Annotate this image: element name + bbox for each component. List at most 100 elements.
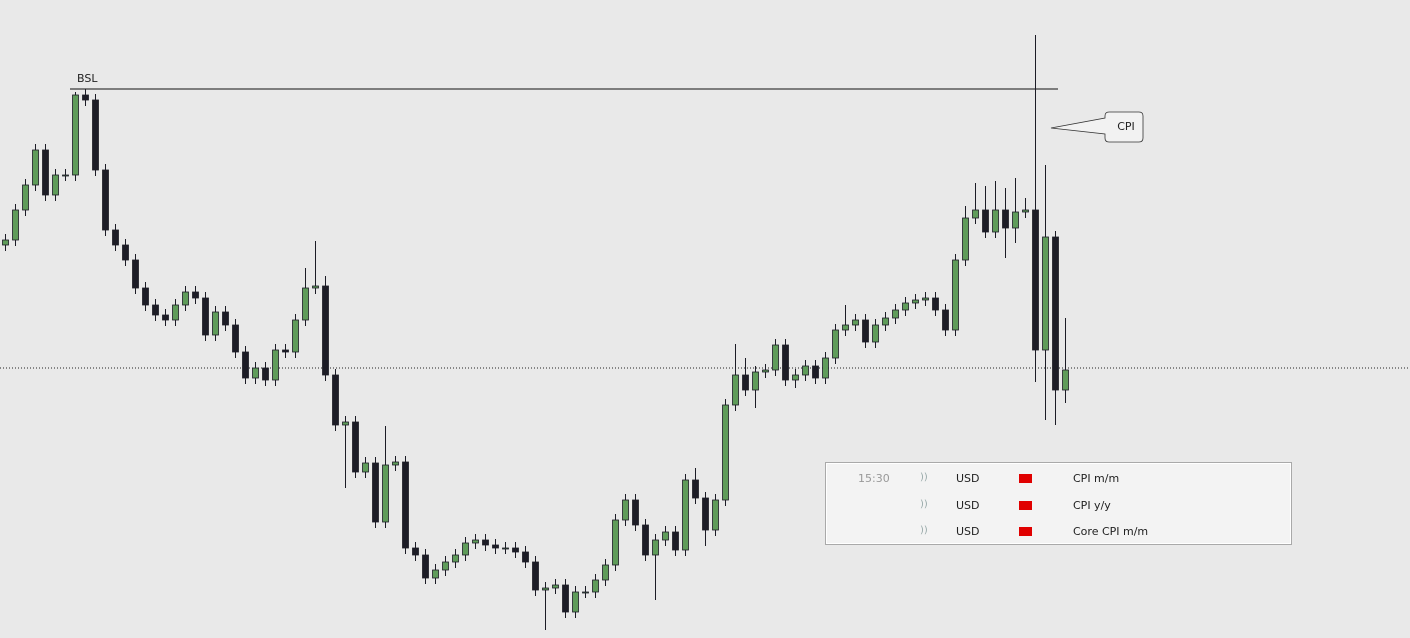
candle-body xyxy=(112,229,119,246)
event-currency: USD xyxy=(956,472,980,485)
candle-body xyxy=(792,374,799,381)
candle-body xyxy=(262,367,269,381)
candle-body xyxy=(242,351,249,379)
candle-body xyxy=(222,311,229,326)
candle-body xyxy=(312,285,319,289)
event-currency: USD xyxy=(956,498,980,512)
candle-body xyxy=(572,591,579,613)
candle-body xyxy=(872,324,879,343)
candle-body xyxy=(852,319,859,326)
candle-body xyxy=(552,584,559,589)
candle-body xyxy=(812,365,819,379)
candle-body xyxy=(232,324,239,353)
candle-body xyxy=(42,149,49,196)
candle-body xyxy=(142,287,149,306)
candle-body xyxy=(132,259,139,289)
candle-body xyxy=(562,584,569,613)
candle-body xyxy=(462,542,469,556)
candle-body xyxy=(22,184,29,211)
candle-body xyxy=(492,544,499,549)
candle-body xyxy=(122,244,129,261)
candle-body xyxy=(332,374,339,426)
candle-body xyxy=(382,464,389,523)
candle-body xyxy=(202,297,209,336)
candle-body xyxy=(722,404,729,501)
candle-body xyxy=(822,357,829,379)
candle-body xyxy=(402,461,409,549)
candle-body xyxy=(642,524,649,556)
callout-bubble xyxy=(1050,111,1144,143)
candle-body xyxy=(922,297,929,301)
candle-body xyxy=(32,149,39,186)
candle-body xyxy=(932,297,939,311)
event-name: CPI m/m xyxy=(1073,472,1120,485)
callout: CPI xyxy=(1050,111,1144,143)
candle-body xyxy=(1022,209,1029,213)
candle-body xyxy=(782,344,789,381)
candle-body xyxy=(732,374,739,406)
candle-body xyxy=(982,209,989,233)
candle-body xyxy=(152,304,159,316)
candle-body xyxy=(62,174,69,177)
candle-body xyxy=(1062,369,1069,391)
event-name: Core CPI m/m xyxy=(1073,525,1149,538)
candle-body xyxy=(772,344,779,371)
candle-body xyxy=(912,299,919,304)
candle-body xyxy=(892,309,899,319)
candle-body xyxy=(182,291,189,306)
candle-body xyxy=(582,591,589,594)
candle-body xyxy=(602,564,609,581)
candle-body xyxy=(622,499,629,521)
candle-body xyxy=(272,349,279,381)
candle-body xyxy=(652,539,659,556)
candle-body xyxy=(442,561,449,571)
candle-body xyxy=(1002,209,1009,229)
candle-body xyxy=(802,365,809,376)
candle-body xyxy=(2,239,9,246)
candle-body xyxy=(452,554,459,563)
candle-body xyxy=(302,287,309,321)
level-label: BSL xyxy=(77,72,98,85)
candle-body xyxy=(672,531,679,551)
candle-body xyxy=(432,569,439,579)
candle-body xyxy=(342,421,349,426)
candle-body xyxy=(352,421,359,473)
candle-body xyxy=(542,587,549,591)
candle-body xyxy=(292,319,299,353)
candle-body xyxy=(212,311,219,336)
candle-body xyxy=(512,547,519,553)
candle-body xyxy=(422,554,429,579)
candle-body xyxy=(762,369,769,373)
candle-body xyxy=(532,561,539,591)
candle-body xyxy=(1042,236,1049,351)
candle-body xyxy=(472,539,479,544)
candle-body xyxy=(1052,236,1059,391)
sound-icon: )) xyxy=(920,498,928,510)
candle-body xyxy=(712,499,719,531)
candle-body xyxy=(742,374,749,391)
candle-body xyxy=(1012,211,1019,229)
sound-icon: )) xyxy=(920,525,928,536)
candle-body xyxy=(1032,209,1039,351)
event-currency: USD xyxy=(956,525,980,538)
candle-body xyxy=(72,94,79,176)
candle-body xyxy=(392,461,399,466)
candle-body xyxy=(322,285,329,376)
candle-body xyxy=(252,367,259,379)
candle-body xyxy=(952,259,959,331)
candle-body xyxy=(882,317,889,326)
candle-body xyxy=(282,349,289,353)
candle-body xyxy=(162,314,169,321)
candle-body xyxy=(692,479,699,499)
impact-icon xyxy=(1019,527,1032,536)
candle-body xyxy=(752,371,759,391)
candle-body xyxy=(972,209,979,219)
impact-icon xyxy=(1019,474,1032,483)
callout-text: CPI xyxy=(1117,120,1135,133)
event-row: )) USD Core CPI m/m xyxy=(826,518,1291,544)
candle-body xyxy=(502,547,509,550)
impact-icon xyxy=(1019,500,1032,510)
candle-body xyxy=(612,519,619,566)
